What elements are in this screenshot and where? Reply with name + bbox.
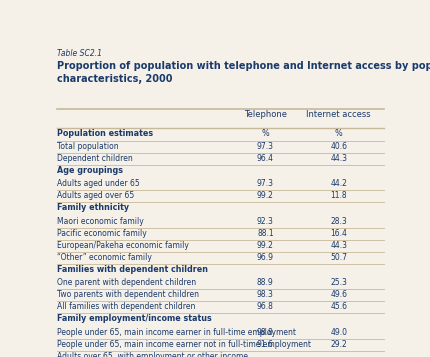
Text: Proportion of population with telephone and Internet access by population
charac: Proportion of population with telephone …	[57, 61, 430, 84]
Text: 45.6: 45.6	[330, 302, 347, 311]
Text: 49.6: 49.6	[330, 290, 347, 299]
Text: One parent with dependent children: One parent with dependent children	[57, 278, 196, 287]
Text: 88.1: 88.1	[257, 229, 273, 238]
Text: People under 65, main income earner in full-time employment: People under 65, main income earner in f…	[57, 328, 296, 337]
Text: Dependent children: Dependent children	[57, 154, 133, 163]
Text: 44.3: 44.3	[330, 154, 347, 163]
Text: Adults aged over 65: Adults aged over 65	[57, 191, 134, 200]
Text: All families with dependent children: All families with dependent children	[57, 302, 196, 311]
Text: 25.3: 25.3	[330, 278, 347, 287]
Text: People under 65, main income earner not in full-time employment: People under 65, main income earner not …	[57, 340, 311, 349]
Text: 29.2: 29.2	[330, 340, 347, 349]
Text: Population estimates: Population estimates	[57, 129, 153, 138]
Text: “Other” economic family: “Other” economic family	[57, 253, 152, 262]
Text: European/Pakeha economic family: European/Pakeha economic family	[57, 241, 189, 250]
Text: 97.3: 97.3	[257, 179, 274, 188]
Text: Two parents with dependent children: Two parents with dependent children	[57, 290, 199, 299]
Text: Family employment/income status: Family employment/income status	[57, 315, 212, 323]
Text: Adults over 65, with employment or other income
(above New Zealand Superannuatio: Adults over 65, with employment or other…	[57, 352, 248, 357]
Text: 44.2: 44.2	[330, 179, 347, 188]
Text: 96.9: 96.9	[257, 253, 274, 262]
Text: 96.8: 96.8	[257, 302, 274, 311]
Text: Pacific economic family: Pacific economic family	[57, 229, 147, 238]
Text: Table SC2.1: Table SC2.1	[57, 49, 102, 58]
Text: 40.6: 40.6	[330, 142, 347, 151]
Text: 92.3: 92.3	[257, 217, 274, 226]
Text: 11.8: 11.8	[330, 191, 347, 200]
Text: 97.3: 97.3	[257, 142, 274, 151]
Text: %: %	[335, 129, 343, 138]
Text: Internet access: Internet access	[306, 110, 371, 119]
Text: Maori economic family: Maori economic family	[57, 217, 144, 226]
Text: 28.3: 28.3	[330, 217, 347, 226]
Text: Adults aged under 65: Adults aged under 65	[57, 179, 140, 188]
Text: Family ethnicity: Family ethnicity	[57, 203, 129, 212]
Text: 98.3: 98.3	[257, 290, 274, 299]
Text: 96.4: 96.4	[257, 154, 274, 163]
Text: Families with dependent children: Families with dependent children	[57, 265, 208, 274]
Text: 88.9: 88.9	[257, 278, 274, 287]
Text: 91.6: 91.6	[257, 340, 274, 349]
Text: 50.7: 50.7	[330, 253, 347, 262]
Text: 99.2: 99.2	[257, 191, 274, 200]
Text: %: %	[261, 129, 269, 138]
Text: Telephone: Telephone	[244, 110, 287, 119]
Text: Total population: Total population	[57, 142, 119, 151]
Text: Age groupings: Age groupings	[57, 166, 123, 175]
Text: 99.2: 99.2	[257, 241, 274, 250]
Text: 49.0: 49.0	[330, 328, 347, 337]
Text: 98.8: 98.8	[257, 328, 274, 337]
Text: 16.4: 16.4	[330, 229, 347, 238]
Text: 44.3: 44.3	[330, 241, 347, 250]
